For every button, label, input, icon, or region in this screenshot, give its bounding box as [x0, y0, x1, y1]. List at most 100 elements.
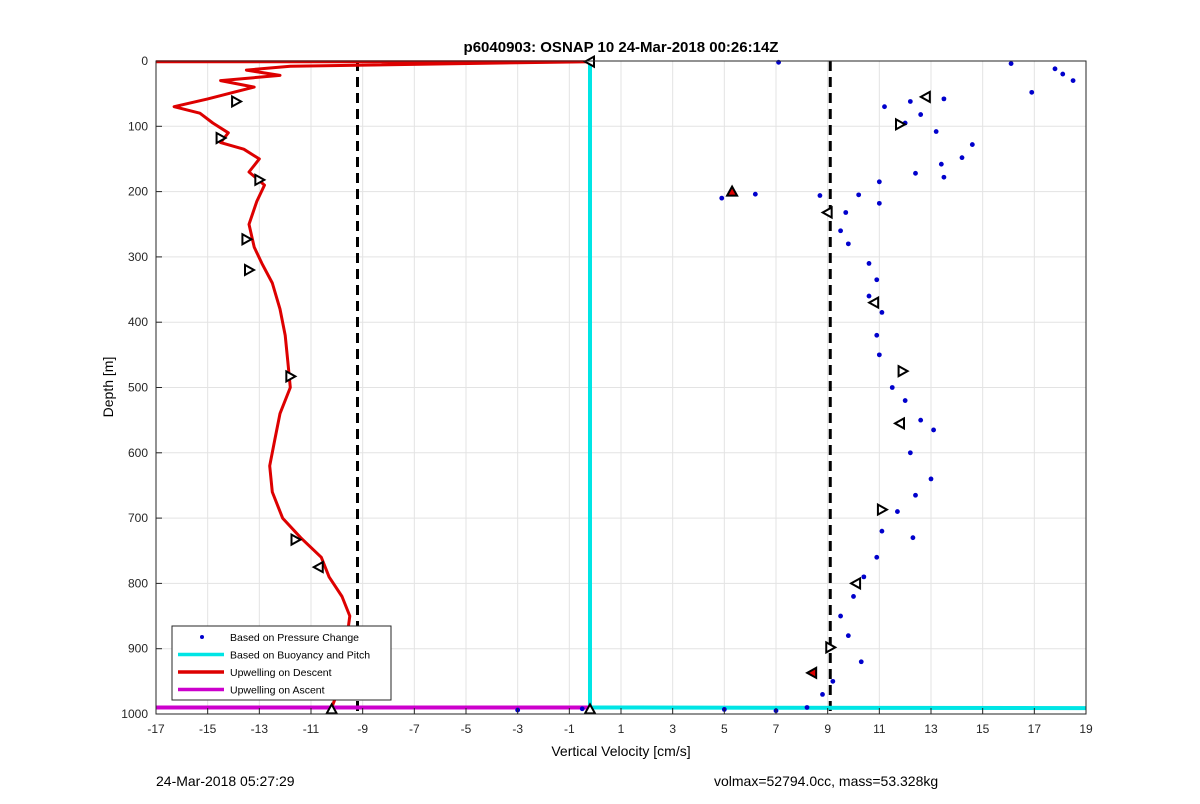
- surface-marker-triangle-right: [254, 173, 267, 187]
- y-tick-label: 300: [128, 250, 148, 264]
- pressure-change-point: [928, 476, 934, 482]
- y-tick-label: 800: [128, 576, 148, 590]
- y-tick-label: 700: [128, 511, 148, 525]
- surface-marker-triangle-left: [849, 576, 862, 591]
- pressure-change-point: [874, 277, 880, 283]
- surface-marker-triangle-right: [895, 117, 908, 132]
- surface-marker-triangle-up: [324, 702, 339, 715]
- pressure-change-point: [907, 99, 913, 104]
- pressure-change-point: [907, 450, 913, 456]
- x-tick-label: 11: [873, 722, 886, 736]
- y-tick-label: 900: [128, 642, 148, 656]
- reference-lines: [356, 61, 832, 714]
- y-tick-label: 500: [128, 381, 148, 395]
- pressure-change-point: [858, 659, 864, 665]
- pressure-change-point: [843, 210, 849, 215]
- pressure-change-point: [1060, 71, 1066, 77]
- pressure-change-point: [874, 332, 880, 338]
- x-tick-label: 7: [773, 722, 780, 736]
- legend-label: Based on Buoyancy and Pitch: [230, 650, 370, 662]
- footer-mass-info: volmax=52794.0cc, mass=53.328kg: [714, 773, 939, 789]
- x-tick-label: 15: [976, 722, 990, 736]
- pressure-change-point: [719, 195, 725, 201]
- x-tick-label: -5: [461, 722, 472, 736]
- x-tick-label: -1: [564, 722, 575, 736]
- pressure-change-point: [866, 261, 872, 266]
- x-tick-label: 1: [618, 722, 625, 736]
- surface-marker-triangle-left: [805, 666, 818, 680]
- x-tick-label: 13: [924, 722, 938, 736]
- surface-marker-triangle-right: [215, 131, 228, 145]
- surface-marker-triangle-left: [918, 90, 931, 104]
- pressure-change-point: [876, 179, 882, 185]
- pressure-change-point: [933, 129, 939, 134]
- pressure-change-point: [879, 310, 885, 315]
- x-tick-label: -11: [303, 722, 320, 736]
- surface-marker-triangle-left: [582, 54, 595, 69]
- chart-title: p6040903: OSNAP 10 24-Mar-2018 00:26:14Z: [464, 39, 779, 56]
- pressure-change-point: [817, 193, 823, 198]
- surface-marker-triangle-left: [820, 205, 833, 220]
- surface-marker-triangle-right: [241, 232, 254, 246]
- surface-marker-triangle-right: [244, 263, 257, 277]
- surface-marker-triangle-up: [583, 702, 597, 715]
- x-tick-label: 3: [669, 722, 676, 736]
- surface-markers: [215, 54, 931, 715]
- x-tick-label: 19: [1079, 722, 1093, 736]
- pressure-change-point: [1008, 61, 1014, 67]
- pressure-change-point: [838, 613, 843, 619]
- surface-marker-triangle-left: [311, 560, 324, 574]
- surface-marker-triangle-right: [285, 369, 298, 384]
- grid-lines: [155, 60, 1087, 715]
- series-line-based-on-buoyancy-and-pitch: [588, 62, 1087, 711]
- pressure-change-point: [882, 104, 887, 110]
- surface-marker-triangle-up: [725, 184, 739, 197]
- pressure-change-point: [845, 241, 851, 247]
- surface-marker-triangle-left: [867, 295, 880, 310]
- x-tick-label: -15: [199, 722, 217, 736]
- pressure-change-point: [1029, 89, 1035, 95]
- legend-box: [171, 625, 392, 701]
- surface-marker-triangle-right: [897, 364, 910, 378]
- pressure-change-point: [913, 492, 918, 498]
- footer-timestamp: 24-Mar-2018 05:27:29: [156, 773, 295, 789]
- pressure-change-point: [874, 554, 880, 560]
- surface-marker-triangle-right: [290, 532, 303, 547]
- pressure-change-point: [861, 574, 867, 580]
- pressure-change-point: [941, 96, 947, 102]
- x-tick-label: 9: [824, 722, 831, 736]
- y-tick-label: 600: [128, 446, 148, 460]
- x-tick-label: -9: [357, 722, 368, 736]
- pressure-change-point: [851, 594, 856, 599]
- surface-marker-triangle-left: [892, 416, 905, 431]
- legend-label: Upwelling on Ascent: [230, 685, 325, 697]
- pressure-change-point: [918, 417, 924, 423]
- pressure-change-point: [931, 427, 936, 433]
- y-tick-label: 0: [141, 54, 148, 68]
- pressure-change-point: [889, 385, 895, 390]
- legend-label: Based on Pressure Change: [230, 632, 359, 644]
- x-axis-label: Vertical Velocity [cm/s]: [551, 743, 690, 759]
- surface-marker-triangle-right: [876, 502, 889, 517]
- x-tick-label: -17: [147, 722, 165, 736]
- pressure-change-point: [838, 228, 843, 234]
- pressure-change-point: [879, 528, 885, 534]
- pressure-change-point: [876, 352, 882, 358]
- surface-marker-triangle-right: [825, 640, 838, 655]
- pressure-change-point: [866, 293, 872, 299]
- pressure-change-point: [804, 705, 810, 710]
- x-tick-label: -13: [251, 722, 269, 736]
- pressure-change-point: [938, 161, 944, 167]
- legend-label: Upwelling on Descent: [230, 667, 332, 679]
- pressure-change-point: [856, 192, 862, 198]
- pressure-change-point: [941, 174, 947, 180]
- y-tick-label: 100: [128, 119, 148, 133]
- legend: Based on Pressure Change Based on Buoyanc…: [171, 625, 392, 701]
- pressure-change-point: [579, 706, 585, 712]
- pressure-change-point: [820, 692, 825, 697]
- series-line-upwelling-on-descent: [156, 60, 592, 709]
- axes: -17 -15 -13 -11 -9 -7 -5 -3 -1 1 3 5 7 9 11 13 15 17 19010…: [121, 54, 1093, 736]
- pressure-change-point: [752, 191, 758, 197]
- y-tick-label: 400: [128, 315, 148, 329]
